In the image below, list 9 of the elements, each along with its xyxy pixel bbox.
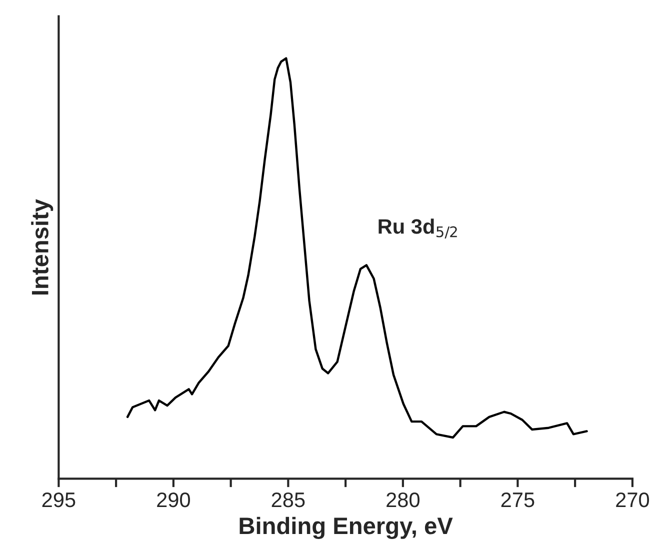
x-tick-label: 295 (42, 492, 76, 508)
x-tick-label: 275 (501, 492, 534, 508)
x-tick-label: 270 (616, 492, 650, 508)
annotation: Ru 3d$_{5/2}$ (378, 218, 457, 238)
x-tick-label: 280 (386, 492, 420, 508)
x-axis-title: Binding Energy, eV (240, 516, 453, 540)
x-tick-label: 290 (157, 492, 190, 508)
y-axis-title: Intensity (31, 199, 54, 294)
x-tick-label: 285 (272, 492, 305, 508)
